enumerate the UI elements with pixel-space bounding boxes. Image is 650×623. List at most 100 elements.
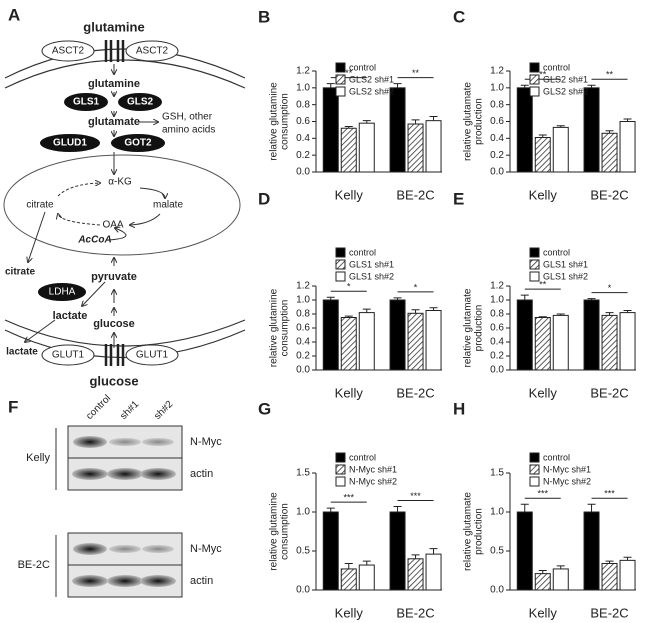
bar: [389, 87, 406, 173]
error-bar: [429, 115, 438, 121]
y-tick-label: 0.0: [490, 167, 504, 178]
error-bar: [538, 134, 547, 138]
panel-label: B: [258, 7, 270, 26]
error-bar: [587, 503, 596, 512]
bar: [601, 132, 618, 173]
error-bar: [556, 125, 565, 128]
panel-label: A: [8, 5, 20, 24]
legend-label: control: [349, 247, 376, 257]
y-tick-label: 1.0: [490, 507, 504, 518]
panel-label: H: [453, 399, 465, 418]
group-label: Kelly: [26, 452, 50, 464]
bar: [407, 123, 424, 173]
error-bar: [556, 565, 565, 569]
error-bar: [393, 297, 402, 300]
transporter: [41, 40, 95, 62]
panel-label: G: [258, 399, 271, 418]
legend-swatch: [529, 452, 540, 463]
x-tick-label: Kelly: [529, 385, 558, 400]
significance-label: **: [345, 68, 353, 78]
y-axis-label: production: [474, 305, 485, 352]
error-bar: [362, 560, 371, 566]
diagram-text: α-KG: [108, 177, 132, 188]
diagram-text: GOT2: [124, 138, 152, 149]
y-tick-label: 1.0: [296, 82, 310, 93]
diagram-text: glucose: [93, 318, 135, 330]
significance-label: ***: [410, 491, 421, 501]
bar: [516, 299, 533, 371]
bar: [322, 87, 339, 173]
error-bar: [605, 130, 614, 134]
y-tick-label: 0.6: [296, 116, 310, 127]
bar: [619, 312, 636, 371]
legend-swatch: [529, 247, 540, 258]
error-bar: [362, 120, 371, 124]
error-bar: [411, 554, 420, 559]
y-tick-label: 0.5: [296, 546, 310, 557]
legend-swatch: [335, 464, 346, 475]
diagram-text: glutamine: [83, 19, 144, 34]
y-tick-label: 0.2: [296, 351, 310, 362]
diagram-text: glutamine: [88, 78, 140, 90]
diagram-text: GLS2: [127, 97, 154, 108]
diagram-text: pyruvate: [91, 271, 137, 283]
row-label: actin: [190, 575, 213, 587]
bar: [322, 511, 339, 591]
y-tick-label: 0.4: [296, 337, 310, 348]
y-tick-label: 1.0: [296, 507, 310, 518]
error-bar: [605, 560, 614, 564]
y-tick-label: 0.2: [490, 150, 504, 161]
error-bar: [623, 118, 632, 122]
bar: [516, 87, 533, 173]
y-tick-label: 0.8: [296, 99, 310, 110]
error-bar: [393, 83, 402, 88]
bar: [552, 314, 569, 371]
significance-label: **: [606, 70, 614, 80]
bar: [601, 562, 618, 591]
y-tick-label: 0.0: [490, 585, 504, 596]
y-tick-label: 0.2: [490, 351, 504, 362]
panel-label: E: [453, 189, 464, 208]
diagram-text: glucose: [89, 373, 138, 388]
x-tick-label: BE-2C: [590, 385, 628, 400]
x-tick-label: BE-2C: [396, 605, 434, 620]
legend-swatch: [335, 86, 346, 97]
y-tick-label: 0.5: [490, 546, 504, 557]
panel-label: F: [8, 397, 18, 416]
error-bar: [538, 316, 547, 318]
legend-swatch: [335, 74, 346, 85]
y-tick-label: 1.2: [296, 281, 310, 292]
significance-label: **: [539, 70, 547, 80]
legend-swatch: [529, 62, 540, 73]
bar: [425, 310, 442, 371]
bar: [425, 553, 442, 591]
y-tick-label: 1.2: [490, 66, 504, 77]
error-bar: [362, 308, 371, 313]
error-bar: [429, 307, 438, 311]
diagram-text: malate: [153, 200, 183, 211]
legend-label: N-Myc sh#1: [543, 464, 591, 474]
error-bar: [587, 84, 596, 88]
y-axis-label: production: [474, 98, 485, 145]
significance-label: ***: [604, 489, 615, 499]
diagram-text: GLUT1: [136, 350, 169, 361]
significance-label: ***: [538, 489, 549, 499]
transporter: [125, 344, 179, 366]
diagram-text: ASCT2: [136, 46, 169, 57]
legend-label: control: [543, 247, 570, 257]
error-bar: [623, 310, 632, 313]
diagram-text: GLUT1: [52, 350, 85, 361]
legend-swatch: [335, 247, 346, 258]
bar: [407, 558, 424, 591]
bar: [358, 564, 375, 591]
legend-label: GLS1 sh#1: [543, 259, 588, 269]
bar: [340, 127, 357, 173]
y-axis-label: consumption: [280, 93, 291, 150]
bar: [583, 511, 600, 591]
mitochondrion: [3, 154, 241, 256]
legend-label: GLS1 sh#1: [349, 259, 394, 269]
y-axis-label: relative glutamate: [463, 492, 474, 571]
panel-label: C: [453, 7, 465, 26]
legend-swatch: [335, 271, 346, 282]
